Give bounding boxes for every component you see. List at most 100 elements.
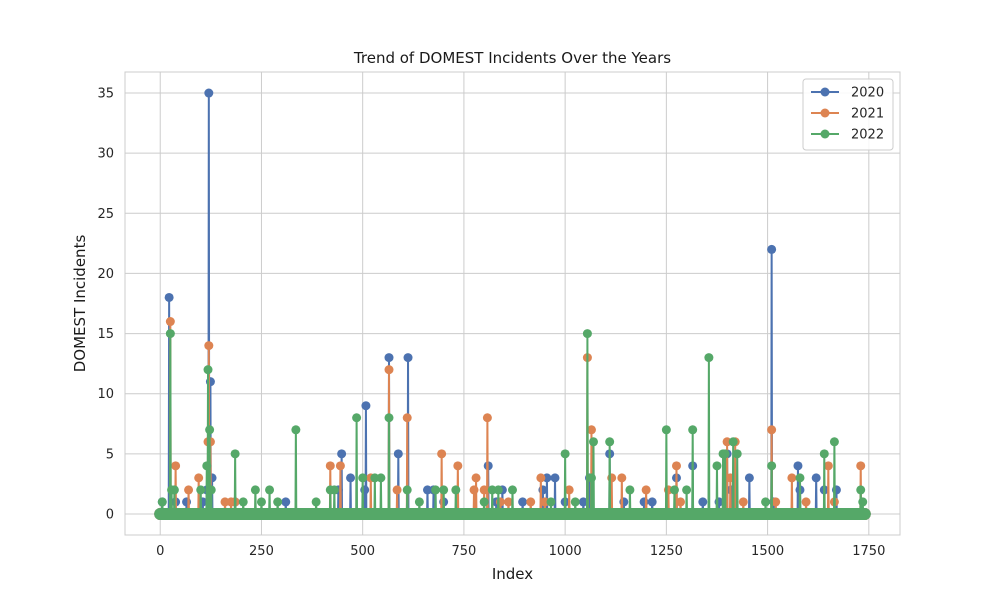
data-point	[526, 497, 536, 507]
data-point	[361, 401, 371, 411]
series-2022	[154, 329, 871, 520]
data-point	[728, 437, 738, 447]
data-point	[196, 485, 206, 495]
y-tick-label: 10	[97, 387, 114, 402]
data-point	[281, 497, 291, 507]
x-tick-label: 0	[156, 544, 164, 559]
data-point	[582, 329, 592, 339]
legend-item-2020: 2020	[811, 86, 884, 101]
data-point	[230, 449, 240, 459]
data-point	[823, 461, 833, 471]
data-point	[586, 425, 596, 435]
y-tick-label: 0	[106, 507, 114, 522]
data-point	[384, 365, 394, 375]
data-point	[204, 341, 214, 351]
legend-label: 2020	[851, 86, 884, 101]
data-point	[205, 425, 215, 435]
data-point	[206, 485, 216, 495]
data-point	[203, 365, 213, 375]
data-point	[169, 485, 179, 495]
legend-label: 2021	[851, 107, 884, 122]
plot-frame	[124, 71, 901, 536]
data-point	[829, 437, 839, 447]
data-point	[194, 473, 204, 483]
y-tick-label: 5	[106, 447, 114, 462]
data-point	[688, 425, 698, 435]
x-tick-label: 1750	[852, 544, 885, 559]
x-axis-label: Index	[492, 565, 533, 583]
data-point	[352, 413, 362, 423]
x-tick-label: 750	[451, 544, 476, 559]
data-point	[856, 461, 866, 471]
data-point	[171, 461, 181, 471]
data-point	[518, 497, 528, 507]
x-tick-label: 1500	[751, 544, 784, 559]
data-point	[586, 473, 596, 483]
data-point	[204, 88, 214, 98]
y-tick-label: 20	[97, 267, 114, 282]
data-point	[625, 485, 635, 495]
data-point	[439, 485, 449, 495]
y-axis-label: DOMEST Incidents	[71, 235, 89, 373]
data-point	[256, 497, 266, 507]
data-point	[384, 413, 394, 423]
data-point	[346, 473, 356, 483]
data-point	[157, 497, 167, 507]
data-point	[669, 485, 679, 495]
data-point	[437, 449, 447, 459]
data-point	[453, 461, 463, 471]
data-point	[771, 497, 781, 507]
data-point	[165, 317, 175, 327]
legend-item-2022: 2022	[811, 128, 884, 143]
data-point	[238, 497, 248, 507]
data-point	[165, 329, 175, 339]
data-point	[698, 497, 708, 507]
legend-marker	[820, 129, 830, 139]
data-point	[265, 485, 275, 495]
data-point	[184, 485, 194, 495]
data-point	[337, 449, 347, 459]
data-point	[482, 413, 492, 423]
ticks: 0 250 500 750 1000 1250 1500 1750 0 5 10 15 20 25 30 35	[97, 87, 885, 559]
data-point	[392, 485, 402, 495]
data-point	[617, 473, 627, 483]
data-point	[536, 473, 546, 483]
data-point	[479, 485, 489, 495]
data-point	[493, 485, 503, 495]
y-tick-label: 25	[97, 207, 114, 222]
data-point	[546, 497, 556, 507]
y-tick-label: 35	[97, 87, 114, 102]
data-point	[819, 449, 829, 459]
data-point	[704, 353, 714, 363]
y-tick-label: 30	[97, 147, 114, 162]
data-point	[431, 485, 441, 495]
data-point	[767, 425, 777, 435]
data-point	[682, 485, 692, 495]
data-point	[393, 449, 403, 459]
data-point	[403, 353, 413, 363]
data-point	[811, 473, 821, 483]
data-point	[471, 473, 481, 483]
data-point	[250, 485, 260, 495]
data-point	[578, 497, 588, 507]
data-point	[402, 485, 412, 495]
data-point	[508, 485, 517, 495]
data-point	[384, 353, 394, 363]
data-point	[744, 473, 754, 483]
data-point	[402, 413, 412, 423]
data-point	[550, 473, 560, 483]
x-tick-label: 250	[249, 544, 274, 559]
data-point	[503, 497, 513, 507]
data-point	[732, 449, 742, 459]
data-point	[767, 461, 777, 471]
data-point	[676, 497, 686, 507]
data-point	[414, 497, 424, 507]
data-point	[376, 473, 386, 483]
data-point	[451, 485, 461, 495]
data-point	[560, 449, 570, 459]
data-point	[335, 461, 345, 471]
legend: 2020 2021 2022	[802, 78, 894, 151]
data-point	[647, 497, 657, 507]
y-tick-label: 15	[97, 327, 114, 342]
